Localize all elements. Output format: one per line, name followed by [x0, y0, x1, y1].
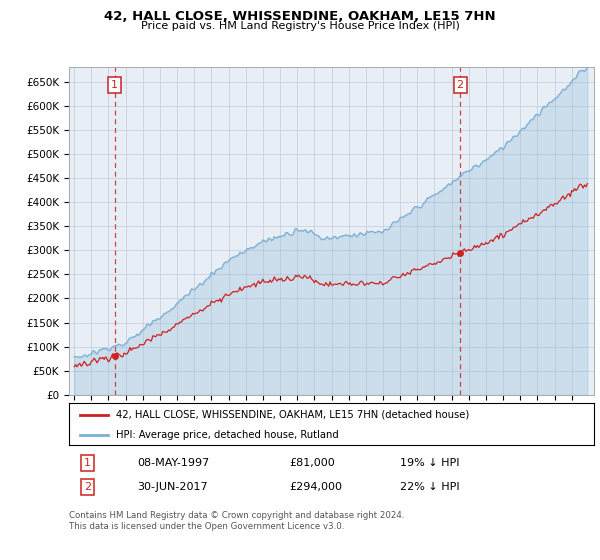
- Text: 22% ↓ HPI: 22% ↓ HPI: [400, 482, 460, 492]
- Text: 2: 2: [84, 482, 91, 492]
- Text: 08-MAY-1997: 08-MAY-1997: [137, 458, 209, 468]
- Text: 30-JUN-2017: 30-JUN-2017: [137, 482, 208, 492]
- Text: 19% ↓ HPI: 19% ↓ HPI: [400, 458, 459, 468]
- Text: 42, HALL CLOSE, WHISSENDINE, OAKHAM, LE15 7HN: 42, HALL CLOSE, WHISSENDINE, OAKHAM, LE1…: [104, 10, 496, 23]
- Text: 1: 1: [84, 458, 91, 468]
- Text: Price paid vs. HM Land Registry's House Price Index (HPI): Price paid vs. HM Land Registry's House …: [140, 21, 460, 31]
- Text: Contains HM Land Registry data © Crown copyright and database right 2024.
This d: Contains HM Land Registry data © Crown c…: [69, 511, 404, 531]
- Text: 1: 1: [111, 80, 118, 90]
- Text: 42, HALL CLOSE, WHISSENDINE, OAKHAM, LE15 7HN (detached house): 42, HALL CLOSE, WHISSENDINE, OAKHAM, LE1…: [116, 410, 470, 420]
- Text: HPI: Average price, detached house, Rutland: HPI: Average price, detached house, Rutl…: [116, 430, 339, 440]
- Text: £294,000: £294,000: [290, 482, 343, 492]
- Text: 2: 2: [457, 80, 464, 90]
- Text: £81,000: £81,000: [290, 458, 335, 468]
